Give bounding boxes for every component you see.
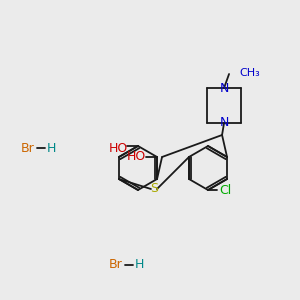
Text: HO: HO xyxy=(126,151,146,164)
Text: Cl: Cl xyxy=(219,184,231,196)
Text: Br: Br xyxy=(21,142,35,154)
Text: N: N xyxy=(219,116,229,130)
Text: CH₃: CH₃ xyxy=(239,68,260,78)
Text: H: H xyxy=(134,259,144,272)
Text: H: H xyxy=(46,142,56,154)
Text: Br: Br xyxy=(109,259,123,272)
Text: S: S xyxy=(150,182,158,196)
Text: N: N xyxy=(219,82,229,94)
Text: HO: HO xyxy=(108,142,128,154)
